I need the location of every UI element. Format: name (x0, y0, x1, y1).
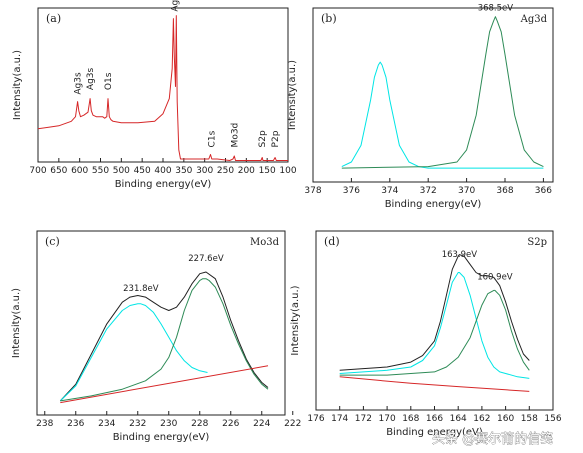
peak-label: 231.8eV (123, 284, 159, 294)
x-tick-label: 172 (355, 414, 372, 424)
x-tick-label: 250 (217, 166, 234, 176)
series-line-3 (339, 376, 530, 392)
x-tick-label: 370 (458, 186, 475, 196)
x-tick-label: 166 (426, 414, 443, 424)
series-line-1 (59, 303, 208, 402)
panel-label: (b) (321, 12, 337, 25)
x-tick-label: 162 (473, 414, 490, 424)
x-tick-label: 300 (196, 166, 213, 176)
panel-a: 700 650 600 550 500 450 400 350 300 250 200 150 100 B… (12, 0, 297, 190)
series-line-3 (60, 365, 269, 404)
series-line-1 (339, 272, 530, 379)
peak-label: O1s (104, 72, 114, 90)
plot-frame (312, 7, 554, 183)
x-tick-label: 600 (71, 166, 88, 176)
x-tick-label: 238 (36, 419, 53, 429)
panel-c: 238 236 234 232 230 228 226 224 222 Binding energ… (11, 230, 301, 443)
element-label: Ag3d (520, 14, 548, 25)
peak-label: Ag3s (86, 67, 96, 90)
element-label: S2p (527, 237, 547, 248)
series-line-0 (339, 254, 530, 371)
x-tick-label: 368 (496, 186, 513, 196)
panel-label: (a) (46, 12, 61, 25)
x-tick-label: 236 (67, 419, 84, 429)
panel-d: 176 174 172 170 168 166 164 162 160 158 156 Binding… (290, 230, 562, 438)
peak-label: S2p (258, 130, 268, 147)
x-tick-label: 376 (343, 186, 360, 196)
y-axis-label: Intensity(a.u.) (12, 50, 23, 120)
series-line-0 (59, 271, 269, 402)
y-axis-label: Intensity(a.u.) (11, 288, 22, 358)
x-tick-label: 174 (331, 414, 348, 424)
x-tick-label: 230 (160, 419, 177, 429)
x-tick-label: 224 (253, 419, 270, 429)
peak-label: C1s (207, 130, 217, 147)
x-tick-label: 372 (420, 186, 437, 196)
x-tick-label: 222 (284, 419, 301, 429)
x-axis-label: Binding energy(eV) (385, 199, 482, 210)
series-line-1 (341, 16, 544, 169)
x-tick-label: 228 (191, 419, 208, 429)
x-tick-label: 650 (50, 166, 67, 176)
y-axis-label: Intensity(a.u.) (290, 285, 301, 355)
series-line-0 (37, 15, 288, 161)
panel-label: (d) (324, 235, 340, 248)
y-axis-label: Intensity(a.u.) (287, 60, 298, 130)
x-tick-label: 366 (535, 186, 552, 196)
x-tick-label: 400 (154, 166, 171, 176)
peak-label: Ag3s (74, 72, 84, 95)
peak-label: 163.9eV (442, 250, 478, 260)
peak-label: Mo3d (231, 123, 241, 148)
series-line-2 (339, 289, 530, 376)
peak-label: 160.9eV (477, 273, 513, 283)
series-line-2 (60, 278, 269, 402)
x-tick-label: 234 (98, 419, 115, 429)
x-tick-label: 156 (544, 414, 561, 424)
x-tick-label: 168 (402, 414, 419, 424)
x-tick-label: 158 (521, 414, 538, 424)
peak-label: 227.6eV (188, 254, 224, 264)
x-axis-label: Binding energy(eV) (113, 432, 210, 443)
series-line-0 (341, 61, 544, 169)
x-tick-label: 164 (450, 414, 467, 424)
x-tick-label: 378 (304, 186, 321, 196)
x-tick-label: 374 (381, 186, 398, 196)
x-tick-label: 350 (175, 166, 192, 176)
x-tick-label: 226 (222, 419, 239, 429)
watermark: 头条 @赛尔莆的信笺 (432, 431, 553, 447)
panel-label: (c) (45, 235, 60, 248)
x-axis-label: Binding energy(eV) (115, 179, 212, 190)
x-tick-label: 232 (129, 419, 146, 429)
x-tick-label: 450 (134, 166, 151, 176)
x-tick-label: 200 (238, 166, 255, 176)
x-tick-label: 150 (259, 166, 276, 176)
peak-label: P2p (271, 130, 281, 147)
x-axis-label: Binding energy(eV) (386, 427, 483, 438)
panel-b: 378 376 374 372 370 368 366 Binding energy(eV) I… (287, 4, 554, 210)
x-tick-label: 500 (113, 166, 130, 176)
x-tick-label: 170 (379, 414, 396, 424)
peak-label: 368.5eV (478, 4, 514, 14)
x-tick-label: 160 (497, 414, 514, 424)
x-tick-label: 100 (279, 166, 296, 176)
peak-label: Ag3d (171, 0, 181, 12)
x-tick-label: 700 (29, 166, 46, 176)
x-tick-label: 176 (307, 414, 324, 424)
x-tick-label: 550 (92, 166, 109, 176)
element-label: Mo3d (250, 237, 280, 248)
plot-frame (36, 230, 286, 416)
